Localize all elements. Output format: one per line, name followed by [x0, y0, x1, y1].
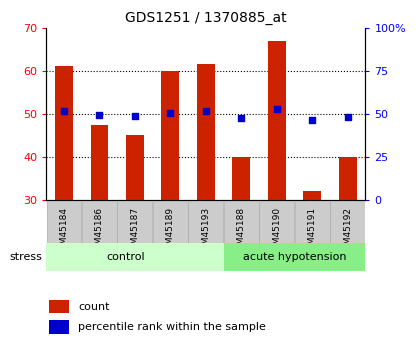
Bar — [50, 320, 68, 334]
Point — [238, 115, 244, 121]
Bar — [223, 243, 365, 271]
Text: GSM45192: GSM45192 — [343, 207, 352, 256]
Point — [131, 114, 138, 119]
Bar — [330, 200, 365, 243]
Bar — [303, 191, 321, 200]
Bar — [55, 66, 73, 200]
Point — [60, 108, 67, 114]
Bar — [91, 125, 108, 200]
Text: GSM45186: GSM45186 — [95, 207, 104, 256]
Bar — [339, 157, 357, 200]
Bar — [232, 157, 250, 200]
Text: count: count — [78, 302, 110, 312]
Text: GSM45189: GSM45189 — [166, 207, 175, 256]
Point — [344, 115, 351, 120]
Bar — [46, 243, 223, 271]
Text: control: control — [107, 252, 145, 262]
Point — [167, 110, 174, 116]
Bar — [197, 64, 215, 200]
Point — [309, 117, 315, 123]
Bar — [189, 200, 223, 243]
Point — [273, 106, 280, 111]
Bar — [47, 200, 81, 243]
Text: stress: stress — [10, 252, 43, 262]
Bar — [268, 41, 286, 200]
Bar — [118, 200, 152, 243]
Text: GSM45193: GSM45193 — [201, 207, 210, 256]
Bar — [161, 71, 179, 200]
Bar — [224, 200, 259, 243]
Bar — [126, 136, 144, 200]
Bar — [260, 200, 294, 243]
Point — [202, 108, 209, 114]
Text: GSM45191: GSM45191 — [308, 207, 317, 256]
Title: GDS1251 / 1370885_at: GDS1251 / 1370885_at — [125, 11, 286, 25]
Text: GSM45190: GSM45190 — [272, 207, 281, 256]
Text: percentile rank within the sample: percentile rank within the sample — [78, 322, 266, 332]
Bar — [50, 300, 68, 313]
Bar — [153, 200, 188, 243]
Text: GSM45187: GSM45187 — [130, 207, 139, 256]
Bar — [82, 200, 117, 243]
Bar — [295, 200, 330, 243]
Text: GSM45188: GSM45188 — [237, 207, 246, 256]
Text: GSM45184: GSM45184 — [60, 207, 68, 256]
Text: acute hypotension: acute hypotension — [243, 252, 346, 262]
Point — [96, 112, 103, 117]
